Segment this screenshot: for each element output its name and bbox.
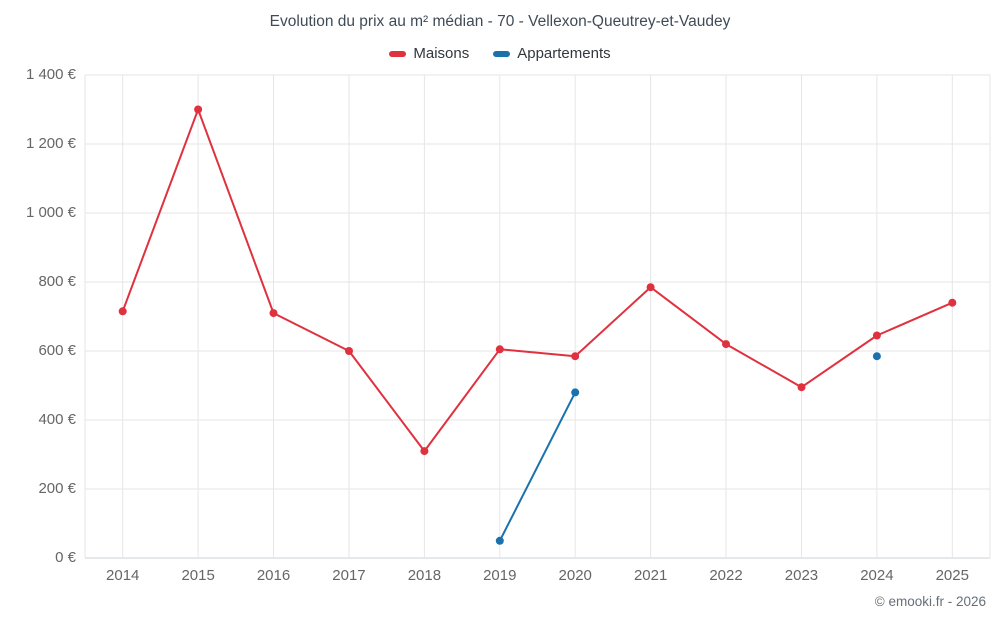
data-point-maisons-2017	[345, 347, 353, 355]
data-point-appartements-2019	[495, 536, 504, 545]
x-axis-tick-label: 2023	[784, 567, 819, 584]
data-point-maisons-2016	[269, 309, 278, 318]
x-axis-tick-label: 2025	[935, 567, 969, 584]
y-axis-tick-label: 600 €	[38, 342, 76, 359]
y-axis-tick-label: 1 400 €	[25, 66, 76, 83]
data-point-maisons-2018	[420, 447, 429, 456]
x-axis-tick-label: 2024	[860, 567, 894, 584]
x-axis-tick-label: 2021	[633, 567, 668, 584]
x-axis-tick-label: 2016	[256, 567, 291, 584]
data-point-maisons-2022	[722, 340, 730, 349]
credit-link[interactable]: © emooki.fr - 2026	[874, 594, 986, 609]
data-point-maisons-2015	[194, 105, 203, 114]
x-axis-tick-label: 2014	[106, 567, 140, 584]
chart-legend: Maisons Appartements	[0, 45, 1000, 62]
data-point-maisons-2023	[797, 383, 806, 392]
y-axis-tick-label: 0 €	[55, 549, 76, 566]
data-point-appartements-2020	[571, 388, 580, 397]
legend-item-appartements[interactable]: Appartements	[493, 45, 611, 62]
maisons-series-marker	[389, 50, 407, 57]
appartements-series-marker	[493, 50, 511, 57]
y-axis-tick-label: 1 200 €	[25, 135, 76, 152]
data-point-maisons-2019	[495, 345, 504, 354]
data-point-maisons-2025	[948, 298, 957, 307]
legend-label-maisons: Maisons	[413, 45, 470, 62]
x-axis-tick-label: 2015	[181, 567, 215, 584]
y-axis-tick-label: 200 €	[38, 480, 76, 497]
x-axis-tick-label: 2017	[332, 567, 366, 584]
x-axis-tick-label: 2018	[407, 567, 442, 584]
x-axis-tick-label: 2020	[558, 567, 592, 584]
chart-title: Evolution du prix au m² médian - 70 - Ve…	[269, 13, 731, 30]
data-point-maisons-2014	[118, 307, 127, 316]
x-axis-tick-label: 2019	[483, 567, 517, 584]
legend-label-appartements: Appartements	[517, 45, 611, 62]
data-point-maisons-2021	[646, 283, 655, 292]
legend-item-maisons[interactable]: Maisons	[389, 45, 469, 62]
y-axis-tick-label: 400 €	[38, 411, 76, 428]
data-point-maisons-2024	[872, 331, 881, 340]
y-axis-tick-label: 800 €	[38, 273, 76, 290]
data-point-maisons-2020	[571, 352, 580, 361]
x-axis-tick-label: 2022	[709, 567, 743, 584]
data-point-appartements-2024	[872, 352, 881, 361]
y-axis-tick-label: 1 000 €	[25, 204, 76, 221]
